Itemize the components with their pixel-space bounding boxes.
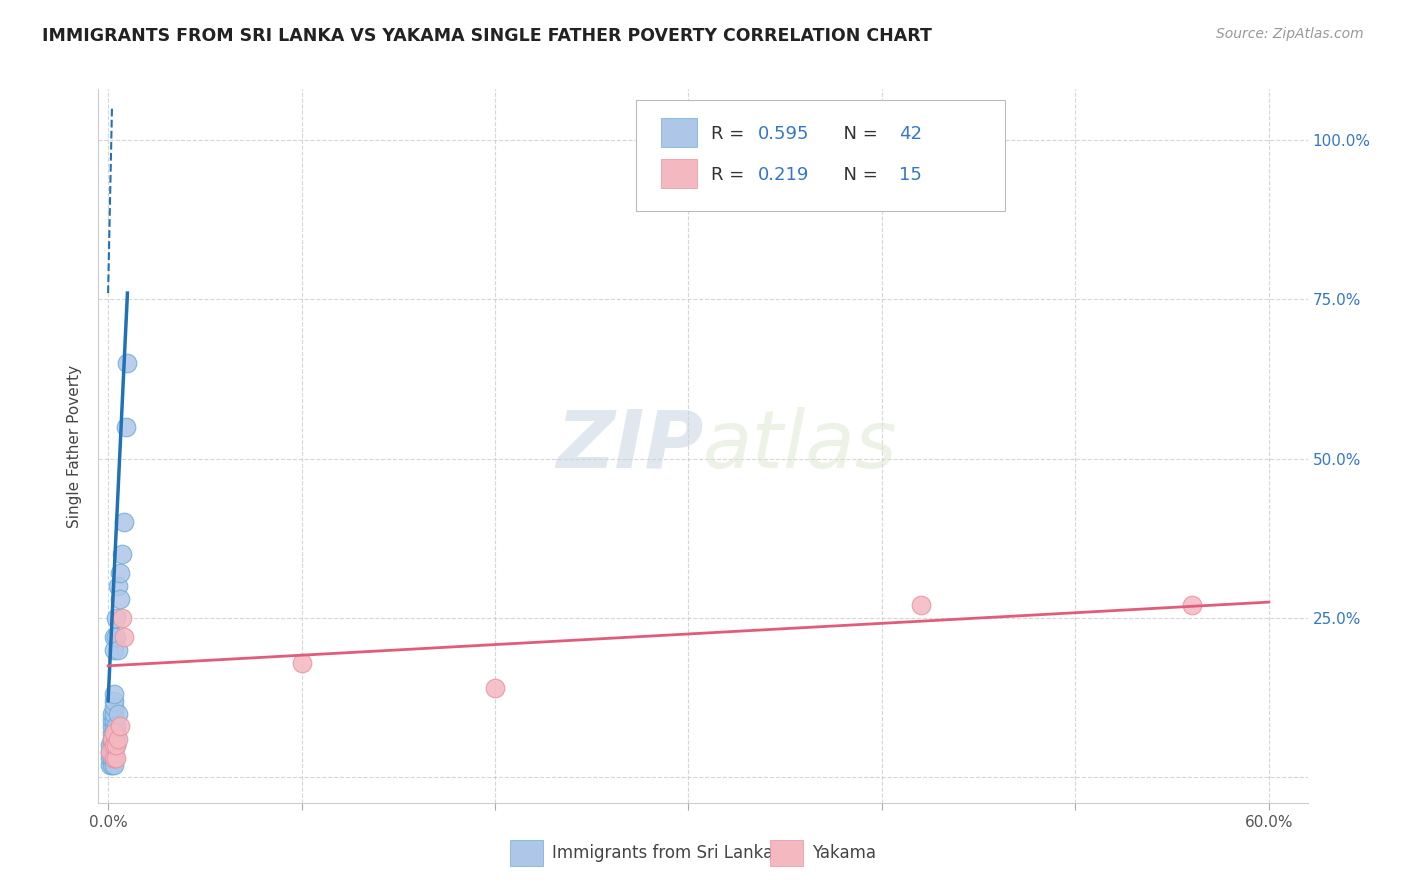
Text: Source: ZipAtlas.com: Source: ZipAtlas.com bbox=[1216, 27, 1364, 41]
Text: 15: 15 bbox=[898, 166, 922, 184]
Point bbox=[103, 732, 125, 747]
Point bbox=[484, 681, 506, 695]
Point bbox=[111, 611, 134, 625]
Point bbox=[103, 745, 125, 759]
Text: 0.595: 0.595 bbox=[758, 125, 808, 143]
FancyBboxPatch shape bbox=[661, 119, 697, 147]
Point bbox=[101, 757, 124, 772]
FancyBboxPatch shape bbox=[509, 840, 543, 865]
Point bbox=[104, 611, 127, 625]
Point bbox=[104, 751, 127, 765]
Point bbox=[103, 751, 125, 765]
Point bbox=[101, 725, 124, 739]
Text: R =: R = bbox=[711, 166, 751, 184]
Point bbox=[104, 725, 127, 739]
Text: 42: 42 bbox=[898, 125, 922, 143]
Text: 0.219: 0.219 bbox=[758, 166, 808, 184]
Point bbox=[103, 630, 125, 644]
Point bbox=[104, 739, 127, 753]
Point bbox=[101, 732, 124, 747]
Point bbox=[103, 725, 125, 739]
Point bbox=[108, 719, 131, 733]
Text: IMMIGRANTS FROM SRI LANKA VS YAKAMA SINGLE FATHER POVERTY CORRELATION CHART: IMMIGRANTS FROM SRI LANKA VS YAKAMA SING… bbox=[42, 27, 932, 45]
Point bbox=[103, 719, 125, 733]
Point bbox=[98, 745, 121, 759]
Point bbox=[112, 630, 135, 644]
Text: N =: N = bbox=[832, 166, 884, 184]
Point bbox=[98, 745, 121, 759]
Point bbox=[103, 751, 125, 765]
Point bbox=[103, 725, 125, 739]
Point bbox=[101, 739, 124, 753]
Point bbox=[103, 739, 125, 753]
FancyBboxPatch shape bbox=[637, 100, 1005, 211]
Point bbox=[101, 745, 124, 759]
Point bbox=[104, 739, 127, 753]
Point bbox=[103, 706, 125, 721]
Point bbox=[103, 688, 125, 702]
Point bbox=[98, 739, 121, 753]
Point bbox=[101, 719, 124, 733]
Point bbox=[108, 566, 131, 581]
Point bbox=[101, 751, 124, 765]
Point bbox=[101, 713, 124, 727]
Point bbox=[107, 706, 129, 721]
Point bbox=[103, 643, 125, 657]
Text: atlas: atlas bbox=[703, 407, 898, 485]
Point bbox=[107, 579, 129, 593]
Point bbox=[104, 719, 127, 733]
Point bbox=[101, 706, 124, 721]
Point bbox=[104, 732, 127, 747]
Text: R =: R = bbox=[711, 125, 751, 143]
Point bbox=[107, 732, 129, 747]
Point bbox=[104, 630, 127, 644]
Point bbox=[103, 694, 125, 708]
Point bbox=[111, 547, 134, 561]
Text: N =: N = bbox=[832, 125, 884, 143]
Point bbox=[103, 757, 125, 772]
FancyBboxPatch shape bbox=[769, 840, 803, 865]
Point bbox=[108, 591, 131, 606]
Point bbox=[103, 700, 125, 714]
Point bbox=[98, 751, 121, 765]
Point bbox=[103, 739, 125, 753]
Point bbox=[114, 420, 136, 434]
Point bbox=[101, 732, 124, 747]
Point bbox=[103, 713, 125, 727]
Point bbox=[117, 356, 139, 370]
Point bbox=[290, 656, 312, 670]
FancyBboxPatch shape bbox=[661, 159, 697, 187]
Y-axis label: Single Father Poverty: Single Father Poverty bbox=[67, 365, 83, 527]
Point bbox=[98, 757, 121, 772]
Point bbox=[910, 599, 932, 613]
Point bbox=[1180, 599, 1202, 613]
Point bbox=[107, 643, 129, 657]
Text: Yakama: Yakama bbox=[811, 844, 876, 862]
Text: ZIP: ZIP bbox=[555, 407, 703, 485]
Point bbox=[112, 516, 135, 530]
Text: Immigrants from Sri Lanka: Immigrants from Sri Lanka bbox=[553, 844, 773, 862]
